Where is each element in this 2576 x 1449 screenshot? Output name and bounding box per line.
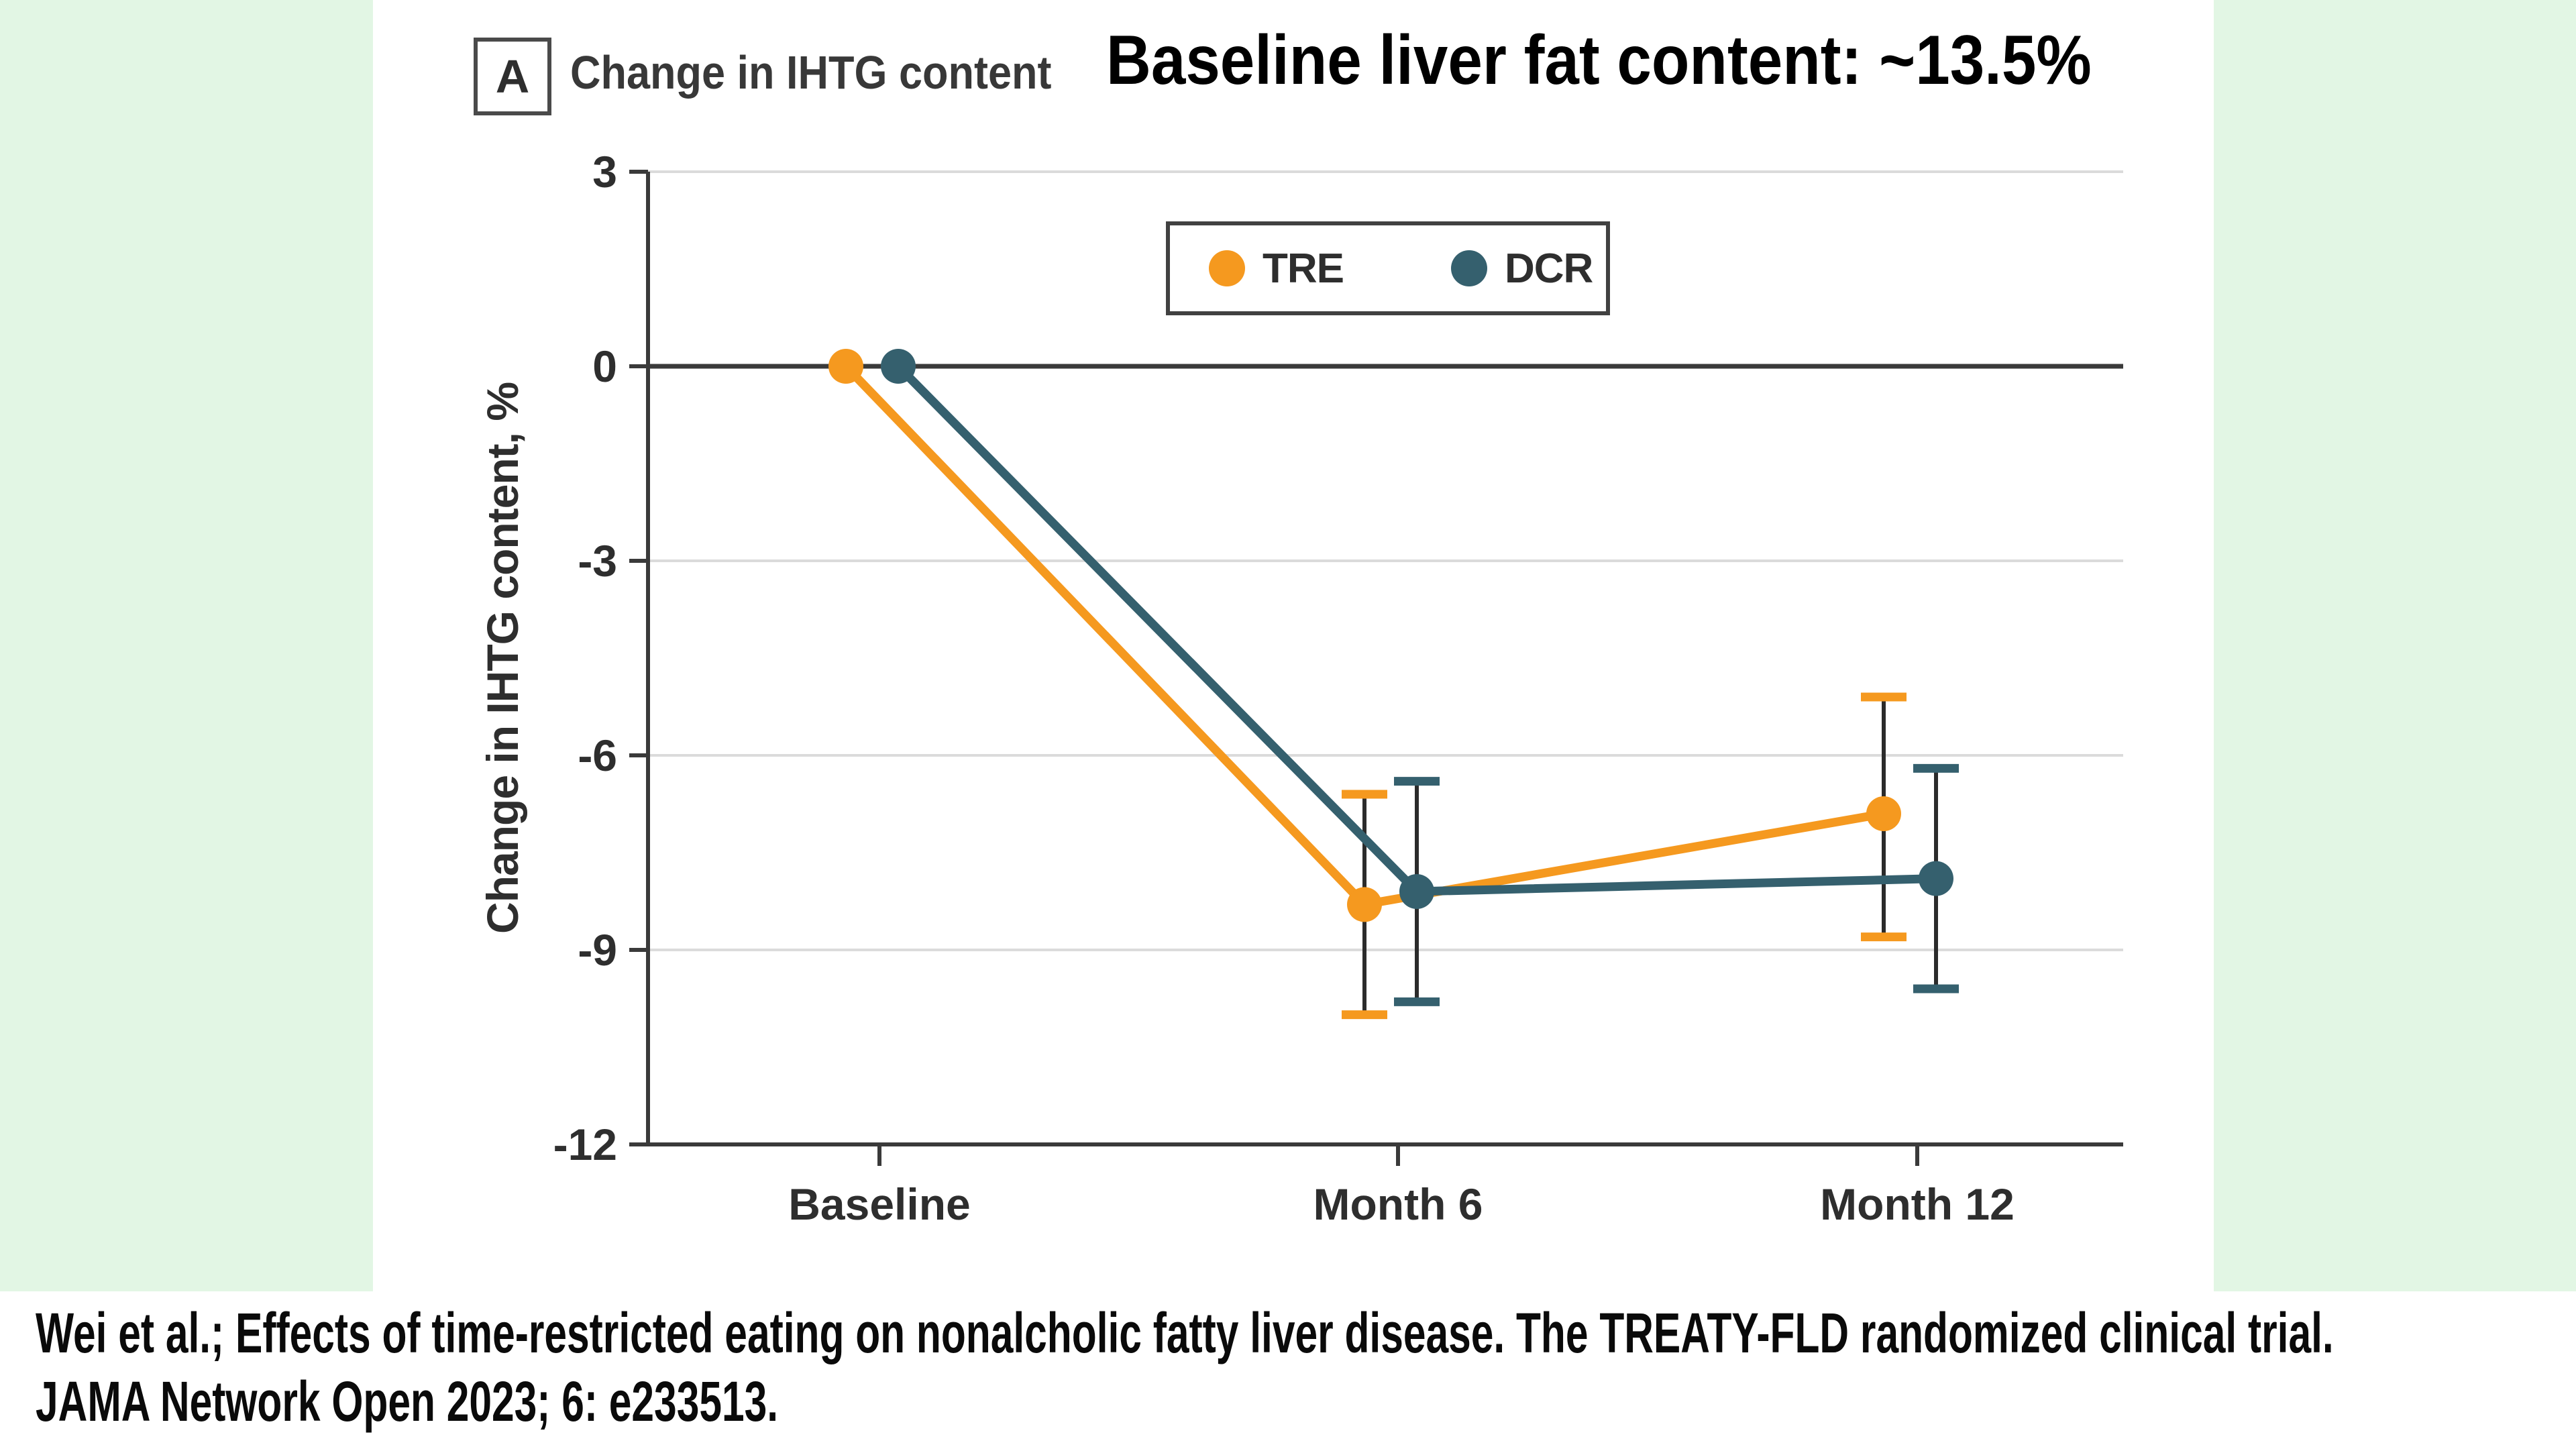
panel-label: A xyxy=(495,50,530,103)
legend-item-tre: TRE xyxy=(1209,245,1344,292)
page-title: Baseline liver fat content: ~13.5% xyxy=(1106,21,2092,99)
data-point-TRE-baseline xyxy=(828,349,863,384)
tre-swatch-icon xyxy=(1209,250,1245,286)
dcr-swatch-icon xyxy=(1451,250,1487,286)
legend-label-dcr: DCR xyxy=(1505,245,1593,292)
data-point-DCR-month-12 xyxy=(1919,861,1953,896)
data-point-TRE-month-6 xyxy=(1347,887,1382,922)
data-point-TRE-month-12 xyxy=(1866,796,1901,831)
y-tick-label: -12 xyxy=(553,1120,617,1169)
y-tick-label: -3 xyxy=(578,536,617,586)
y-axis-title: Change in IHTG content, % xyxy=(478,382,527,934)
panel-title: Change in IHTG content xyxy=(570,46,1052,99)
chart-legend: TRE DCR xyxy=(1166,221,1610,315)
panel-label-box: A xyxy=(474,38,551,115)
legend-label-tre: TRE xyxy=(1263,245,1344,292)
x-tick-label: Baseline xyxy=(788,1179,970,1229)
data-point-DCR-month-6 xyxy=(1399,874,1434,909)
legend-item-dcr: DCR xyxy=(1451,245,1593,292)
y-tick-label: 0 xyxy=(592,341,617,391)
x-tick-label: Month 6 xyxy=(1313,1179,1483,1229)
citation-line-2: JAMA Network Open 2023; 6: e233513. xyxy=(36,1370,779,1434)
citation-line-1: Wei et al.; Effects of time-restricted e… xyxy=(36,1301,2334,1364)
y-tick-label: -9 xyxy=(578,925,617,975)
y-tick-label: -6 xyxy=(578,731,617,780)
citation: Wei et al.; Effects of time-restricted e… xyxy=(36,1299,2334,1436)
data-point-DCR-baseline xyxy=(881,349,916,384)
green-border-left xyxy=(0,0,373,1291)
green-border-right xyxy=(2214,0,2576,1291)
y-tick-label: 3 xyxy=(592,147,617,197)
x-tick-label: Month 12 xyxy=(1820,1179,2015,1229)
